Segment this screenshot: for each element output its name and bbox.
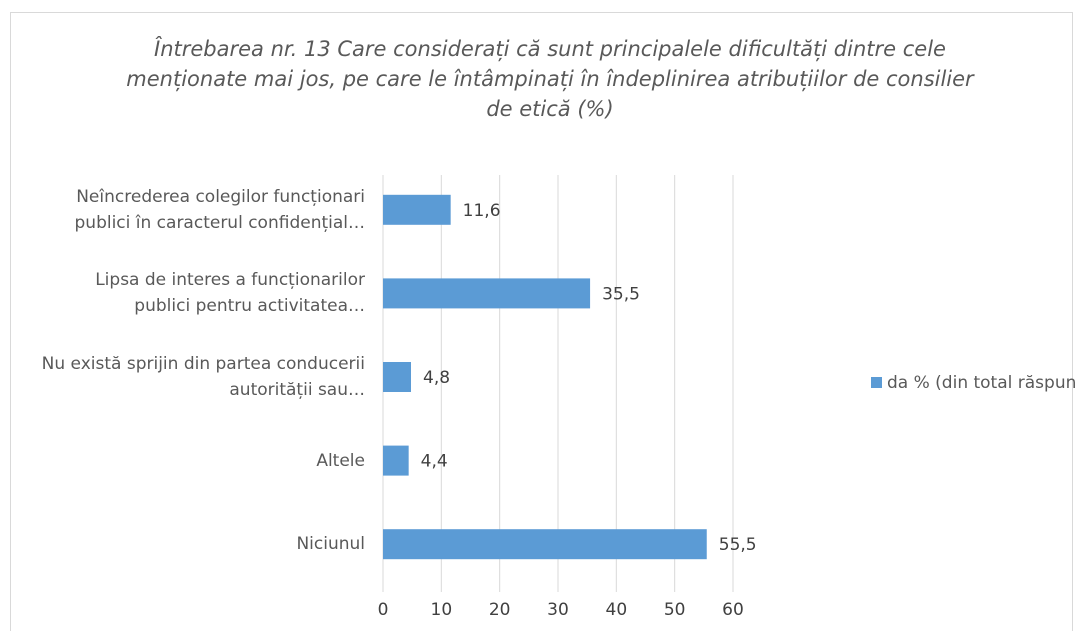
x-tick-label: 10 [431, 600, 453, 620]
x-tick-label: 60 [722, 600, 744, 620]
x-tick-label: 30 [547, 600, 569, 620]
chart-frame [10, 12, 1073, 631]
x-tick-label: 20 [489, 600, 511, 620]
legend-label: da % (din total răspunsuri) [887, 373, 1075, 393]
x-tick-label: 0 [378, 600, 389, 620]
y-tick-label: Altele [316, 450, 365, 471]
data-label: 35,5 [602, 284, 640, 304]
x-tick-label: 40 [606, 600, 628, 620]
x-tick-label: 50 [664, 600, 686, 620]
bar [383, 362, 411, 392]
y-tick-label: Niciunul [296, 534, 365, 555]
bar [383, 278, 591, 309]
chart-title: Întrebarea nr. 13 Care considerați că su… [126, 37, 974, 121]
bar [383, 194, 451, 225]
legend: da % (din total răspunsuri) [871, 373, 1075, 393]
y-tick-label: Lipsa de interes a funcționarilor public… [95, 270, 365, 317]
legend-swatch [871, 377, 882, 388]
data-label: 4,4 [421, 452, 448, 472]
data-label: 55,5 [719, 535, 757, 555]
data-label: 4,8 [423, 368, 450, 388]
y-tick-label: Nu există sprijin din partea conducerii … [41, 354, 365, 400]
bar [383, 529, 707, 560]
bar [383, 445, 409, 476]
y-tick-label: Neîncrederea colegilor funcționari publi… [74, 186, 366, 233]
data-label: 11,6 [463, 201, 501, 221]
